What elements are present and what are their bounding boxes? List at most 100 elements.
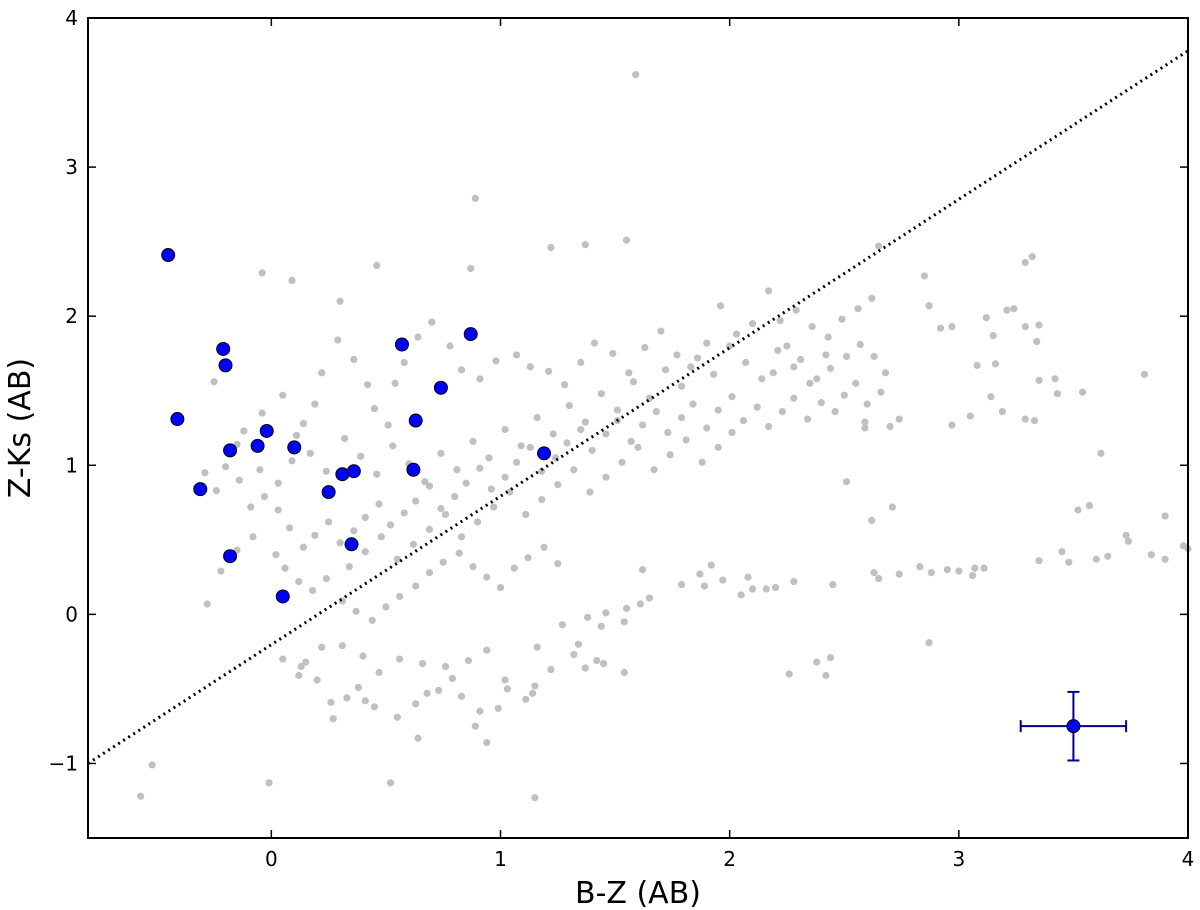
background-point (354, 683, 363, 692)
background-point (350, 355, 358, 364)
highlighted-point (463, 327, 478, 342)
background-point (538, 495, 546, 504)
background-point (418, 659, 427, 668)
background-point (370, 405, 379, 413)
background-point (895, 415, 903, 423)
background-point (386, 521, 395, 529)
background-point (469, 563, 477, 571)
background-point (824, 333, 832, 341)
background-point (870, 352, 878, 361)
background-point (620, 618, 628, 626)
background-point (856, 340, 864, 349)
x-tick-label: 4 (1182, 847, 1195, 871)
background-point (778, 408, 786, 416)
y-axis-ticks: −1 0 1 2 3 4 (49, 6, 1188, 775)
background-point (279, 655, 287, 663)
background-point (822, 671, 830, 680)
background-point (677, 413, 686, 422)
background-point (563, 439, 571, 447)
background-point (774, 346, 782, 355)
background-point (916, 563, 924, 571)
background-point (453, 466, 461, 474)
background-point (895, 570, 903, 578)
background-point (881, 369, 890, 377)
background-point (989, 331, 997, 340)
background-point (1092, 555, 1100, 563)
background-point (327, 698, 335, 706)
highlighted-point (394, 337, 409, 352)
background-point (707, 561, 715, 569)
background-point (597, 390, 605, 398)
background-point (593, 656, 601, 665)
y-tick-label: 4 (65, 6, 78, 30)
background-point (700, 582, 709, 590)
background-point (1021, 323, 1029, 331)
background-point (503, 685, 511, 693)
background-point (455, 549, 463, 557)
background-point (203, 600, 211, 608)
highlighted-points (161, 248, 552, 604)
background-point (311, 400, 319, 408)
background-point (581, 241, 589, 249)
background-point (469, 437, 477, 446)
background-point (673, 351, 681, 359)
background-point (295, 671, 303, 680)
background-point (473, 518, 482, 526)
background-point (696, 570, 704, 578)
background-point (299, 543, 308, 551)
background-point (765, 422, 773, 431)
background-point (400, 509, 408, 517)
background-points (137, 71, 1192, 802)
background-point (627, 437, 635, 446)
background-point (506, 488, 514, 496)
background-point (943, 566, 951, 574)
background-point (1085, 501, 1094, 510)
background-point (1065, 558, 1073, 566)
background-point (1051, 375, 1059, 383)
background-point (308, 586, 317, 595)
background-point (476, 707, 484, 715)
background-point (1035, 557, 1043, 565)
background-point (325, 518, 333, 526)
background-point (389, 442, 397, 450)
background-point (732, 330, 741, 338)
background-point (533, 643, 541, 651)
background-point (258, 409, 266, 417)
background-point (501, 425, 509, 434)
background-point (710, 370, 718, 378)
background-point (343, 694, 351, 702)
background-point (210, 378, 218, 386)
background-point (609, 349, 617, 358)
x-tick-label: 0 (265, 847, 278, 871)
background-point (368, 616, 376, 624)
background-point (512, 458, 521, 466)
background-point (693, 354, 702, 362)
background-point (987, 393, 995, 401)
y-tick-label: −1 (49, 751, 78, 775)
background-point (451, 492, 459, 501)
background-point (925, 639, 933, 647)
background-point (526, 443, 534, 451)
background-point (396, 592, 404, 601)
background-point (373, 470, 381, 478)
background-point (373, 261, 381, 270)
background-point (1161, 555, 1169, 563)
background-point (629, 378, 638, 386)
background-point (462, 479, 470, 487)
background-point (877, 388, 885, 396)
y-tick-label: 3 (65, 155, 78, 179)
background-point (682, 436, 690, 444)
background-point (288, 276, 296, 284)
background-point (817, 399, 825, 407)
background-point (583, 613, 592, 621)
background-point (338, 642, 346, 650)
highlighted-point (170, 412, 185, 427)
background-point (292, 431, 301, 440)
background-point (1021, 415, 1029, 423)
highlighted-point (321, 485, 336, 500)
background-point (375, 668, 383, 677)
background-point (363, 381, 372, 389)
background-point (247, 503, 255, 511)
plot-frame (87, 17, 1189, 839)
highlighted-point (346, 464, 361, 479)
